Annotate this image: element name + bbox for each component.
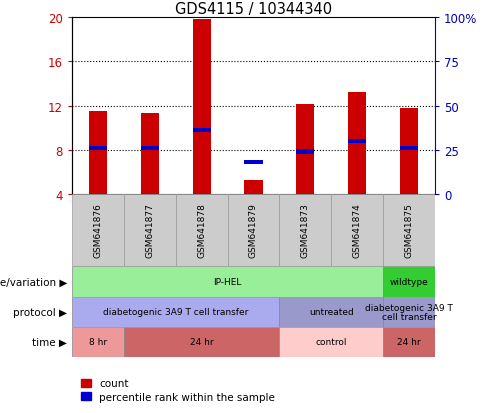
Bar: [72, 266, 383, 297]
Text: time ▶: time ▶: [32, 337, 67, 347]
Text: wildtype: wildtype: [390, 277, 428, 286]
Bar: [89, 147, 107, 151]
Bar: [72, 297, 280, 327]
Text: GSM641875: GSM641875: [405, 203, 413, 258]
Text: diabetogenic 3A9 T cell transfer: diabetogenic 3A9 T cell transfer: [103, 308, 248, 317]
Bar: [193, 129, 211, 133]
Bar: [383, 297, 435, 327]
Bar: [383, 327, 435, 357]
Bar: [244, 161, 263, 165]
Text: control: control: [316, 338, 347, 347]
Bar: [296, 150, 314, 154]
Bar: [400, 147, 418, 151]
Bar: [348, 93, 366, 195]
Bar: [296, 105, 314, 195]
Text: diabetogenic 3A9 T
cell transfer: diabetogenic 3A9 T cell transfer: [365, 303, 453, 322]
Text: GSM641878: GSM641878: [197, 203, 206, 258]
Text: genotype/variation ▶: genotype/variation ▶: [0, 277, 67, 287]
Bar: [72, 195, 124, 266]
Text: protocol ▶: protocol ▶: [13, 307, 67, 317]
Bar: [348, 139, 366, 144]
Bar: [280, 297, 383, 327]
Bar: [124, 195, 176, 266]
Text: GSM641877: GSM641877: [145, 203, 154, 258]
Bar: [383, 266, 435, 297]
Bar: [383, 195, 435, 266]
Bar: [124, 327, 280, 357]
Text: IP-HEL: IP-HEL: [213, 277, 242, 286]
Bar: [331, 195, 383, 266]
Bar: [280, 327, 383, 357]
Text: 24 hr: 24 hr: [397, 338, 421, 347]
Text: GSM641873: GSM641873: [301, 203, 310, 258]
Text: GSM641874: GSM641874: [353, 203, 362, 258]
Bar: [193, 20, 211, 195]
Text: 8 hr: 8 hr: [89, 338, 107, 347]
Bar: [400, 109, 418, 195]
Bar: [89, 112, 107, 195]
Bar: [176, 195, 227, 266]
Text: GSM641879: GSM641879: [249, 203, 258, 258]
Bar: [227, 195, 280, 266]
Text: GSM641876: GSM641876: [93, 203, 102, 258]
Title: GDS4115 / 10344340: GDS4115 / 10344340: [175, 2, 332, 17]
Bar: [244, 180, 263, 195]
Bar: [141, 114, 159, 195]
Legend: count, percentile rank within the sample: count, percentile rank within the sample: [77, 374, 279, 406]
Text: 24 hr: 24 hr: [190, 338, 213, 347]
Bar: [280, 195, 331, 266]
Bar: [72, 327, 124, 357]
Bar: [141, 147, 159, 151]
Text: untreated: untreated: [309, 308, 354, 317]
